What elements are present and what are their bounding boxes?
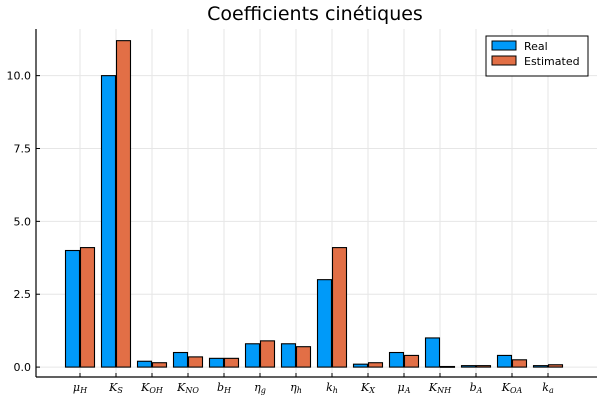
bar-real-2 xyxy=(136,360,153,368)
x-tick-label: KS xyxy=(108,381,123,395)
x-tick-label-base: K xyxy=(176,381,186,394)
x-tick-label: bH xyxy=(217,381,232,395)
legend: Real Estimated xyxy=(485,35,589,77)
x-tick-label: μH xyxy=(73,381,88,395)
y-tick-label: 2.5 xyxy=(14,288,32,301)
x-tick-label-subscript: X xyxy=(368,386,375,395)
bar-estimated-1 xyxy=(115,40,132,368)
x-tick-label-subscript: H xyxy=(223,386,232,395)
bar-estimated-7 xyxy=(331,247,348,368)
chart-title: Coefficients cinétiques xyxy=(207,3,423,25)
y-tick-label: 0.0 xyxy=(14,361,32,374)
legend-label-estimated: Estimated xyxy=(524,55,580,68)
bar-real-6 xyxy=(280,343,297,368)
x-tick-label-subscript: S xyxy=(117,386,123,395)
legend-swatch-real xyxy=(491,40,517,51)
x-tick-label-subscript: h xyxy=(333,386,338,395)
x-tick-label-subscript: h xyxy=(297,386,302,395)
x-tick-label-base: K xyxy=(501,381,511,394)
bar-estimated-11 xyxy=(475,365,492,368)
x-tick-label: ηg xyxy=(254,381,266,395)
x-tick-label-base: η xyxy=(254,381,261,394)
x-tick-label: ka xyxy=(542,381,554,395)
bar-real-13 xyxy=(532,365,549,368)
bar-estimated-6 xyxy=(295,346,312,368)
x-tick-label: μA xyxy=(398,381,411,395)
bar-real-7 xyxy=(316,279,333,368)
y-tick-labels: 0.0 2.5 5.0 7.5 10.0 xyxy=(7,70,40,374)
x-tick-label-base: K xyxy=(360,381,370,394)
x-tick-label-base: k xyxy=(542,381,549,394)
bar-estimated-0 xyxy=(79,247,96,368)
bar-real-11 xyxy=(460,365,477,368)
bar-estimated-13 xyxy=(547,364,564,368)
bar-estimated-8 xyxy=(367,362,384,368)
y-tick-label: 5.0 xyxy=(14,215,32,228)
bar-estimated-4 xyxy=(223,357,240,368)
bar-estimated-5 xyxy=(259,340,276,368)
bar-real-12 xyxy=(496,354,513,368)
x-tick-label-base: k xyxy=(326,381,333,394)
y-tick-label: 7.5 xyxy=(14,142,32,155)
bar-real-8 xyxy=(352,363,369,368)
x-tick-label-subscript: OH xyxy=(149,386,164,395)
x-tick-label-base: μ xyxy=(398,381,405,394)
x-tick-label-base: η xyxy=(290,381,297,394)
x-tick-labels: μH KS KOH KNO bH ηg ηh kh KX μA KNH bA KOA ka xyxy=(73,373,554,395)
x-tick-label: KX xyxy=(360,381,375,395)
x-tick-label-subscript: A xyxy=(476,386,483,395)
x-tick-label-subscript: H xyxy=(79,386,88,395)
bar-real-4 xyxy=(208,357,225,368)
bar-real-0 xyxy=(64,249,81,368)
x-tick-label-subscript: NO xyxy=(184,386,199,395)
bar-estimated-2 xyxy=(151,362,168,368)
bar-estimated-12 xyxy=(511,359,528,368)
x-tick-label: KNH xyxy=(428,381,452,395)
bar-estimated-3 xyxy=(187,356,204,368)
x-tick-label: bA xyxy=(470,381,483,395)
bar-real-9 xyxy=(388,351,405,368)
legend-swatch-estimated xyxy=(491,55,517,66)
x-tick-label-subscript: NH xyxy=(436,386,452,395)
x-tick-label-base: K xyxy=(108,381,118,394)
x-tick-label-subscript: g xyxy=(261,386,266,395)
bar-estimated-9 xyxy=(403,354,420,368)
x-tick-label: kh xyxy=(326,381,338,395)
axes xyxy=(35,29,597,378)
bar-real-1 xyxy=(100,75,117,368)
x-tick-label-base: K xyxy=(140,381,150,394)
bar-estimated-10 xyxy=(439,365,456,368)
x-tick-label: KOH xyxy=(140,381,164,395)
x-tick-label-base: b xyxy=(470,381,477,394)
x-tick-label-subscript: a xyxy=(549,386,554,395)
x-tick-label-subscript: OA xyxy=(510,386,523,395)
legend-label-real: Real xyxy=(524,40,548,53)
bars xyxy=(64,40,564,368)
bar-real-3 xyxy=(172,351,189,368)
x-tick-label-base: K xyxy=(428,381,438,394)
x-tick-label-base: b xyxy=(217,381,224,394)
x-tick-label-base: μ xyxy=(73,381,80,394)
bar-real-10 xyxy=(424,337,441,368)
y-tick-label: 10.0 xyxy=(7,70,32,83)
x-tick-label: KOA xyxy=(501,381,523,395)
x-tick-label-subscript: A xyxy=(404,386,411,395)
x-tick-label: ηh xyxy=(290,381,302,395)
bar-real-5 xyxy=(244,343,261,368)
x-tick-label: KNO xyxy=(176,381,199,395)
